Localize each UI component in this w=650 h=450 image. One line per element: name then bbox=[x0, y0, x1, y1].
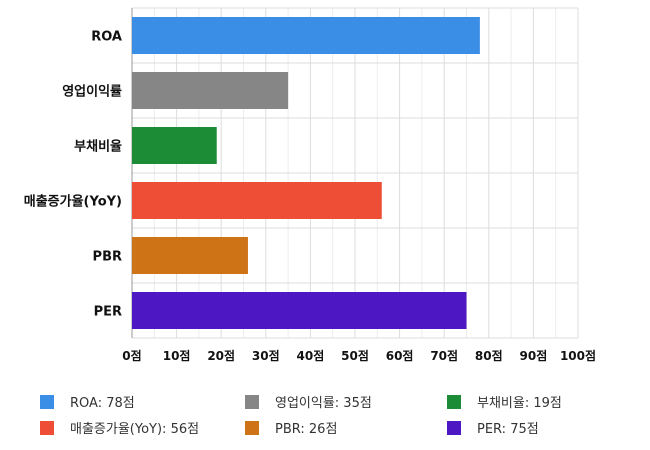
x-tick-label: 10점 bbox=[163, 348, 191, 363]
x-tick-label: 100점 bbox=[560, 348, 596, 363]
category-label: PER bbox=[94, 305, 122, 320]
bar bbox=[132, 237, 248, 274]
category-label: ROA bbox=[91, 30, 122, 45]
x-tick-label: 20점 bbox=[207, 348, 235, 363]
x-tick-labels: 0점 10점 20점 30점 40점 50점 60점 70점 80점 90점 100점 bbox=[122, 348, 596, 363]
x-tick-label: 30점 bbox=[252, 348, 280, 363]
x-tick-label: 0점 bbox=[122, 348, 141, 363]
legend-entry: ROA: 78점 bbox=[70, 396, 135, 411]
legend-entry: PBR: 26점 bbox=[275, 422, 337, 437]
legend-swatch bbox=[40, 421, 54, 435]
bar bbox=[132, 17, 480, 54]
x-tick-label: 70점 bbox=[430, 348, 458, 363]
legend-swatch bbox=[245, 395, 259, 409]
x-tick-label: 50점 bbox=[341, 348, 369, 363]
bar bbox=[132, 127, 217, 164]
bar bbox=[132, 292, 467, 329]
legend-entry: 영업이익률: 35점 bbox=[275, 396, 372, 411]
legend-entry: 부채비율: 19점 bbox=[477, 396, 562, 411]
legend-swatch bbox=[40, 395, 54, 409]
legend-swatch bbox=[245, 421, 259, 435]
x-tick-label: 90점 bbox=[520, 348, 548, 363]
bar bbox=[132, 182, 382, 219]
grid bbox=[131, 7, 579, 339]
x-tick-label: 40점 bbox=[297, 348, 325, 363]
x-tick-label: 60점 bbox=[386, 348, 414, 363]
bar bbox=[132, 72, 289, 109]
category-label: 매출증가율(YoY) bbox=[24, 194, 122, 210]
category-label: 부채비율 bbox=[74, 139, 122, 155]
x-tick-label: 80점 bbox=[475, 348, 503, 363]
legend-swatch bbox=[447, 421, 461, 435]
legend-swatch bbox=[447, 395, 461, 409]
category-label: PBR bbox=[93, 250, 122, 265]
bars bbox=[132, 17, 480, 329]
legend-entry: PER: 75점 bbox=[477, 422, 539, 437]
category-label: 영업이익률 bbox=[62, 84, 122, 100]
legend-entry: 매출증가율(YoY): 56점 bbox=[70, 422, 199, 437]
